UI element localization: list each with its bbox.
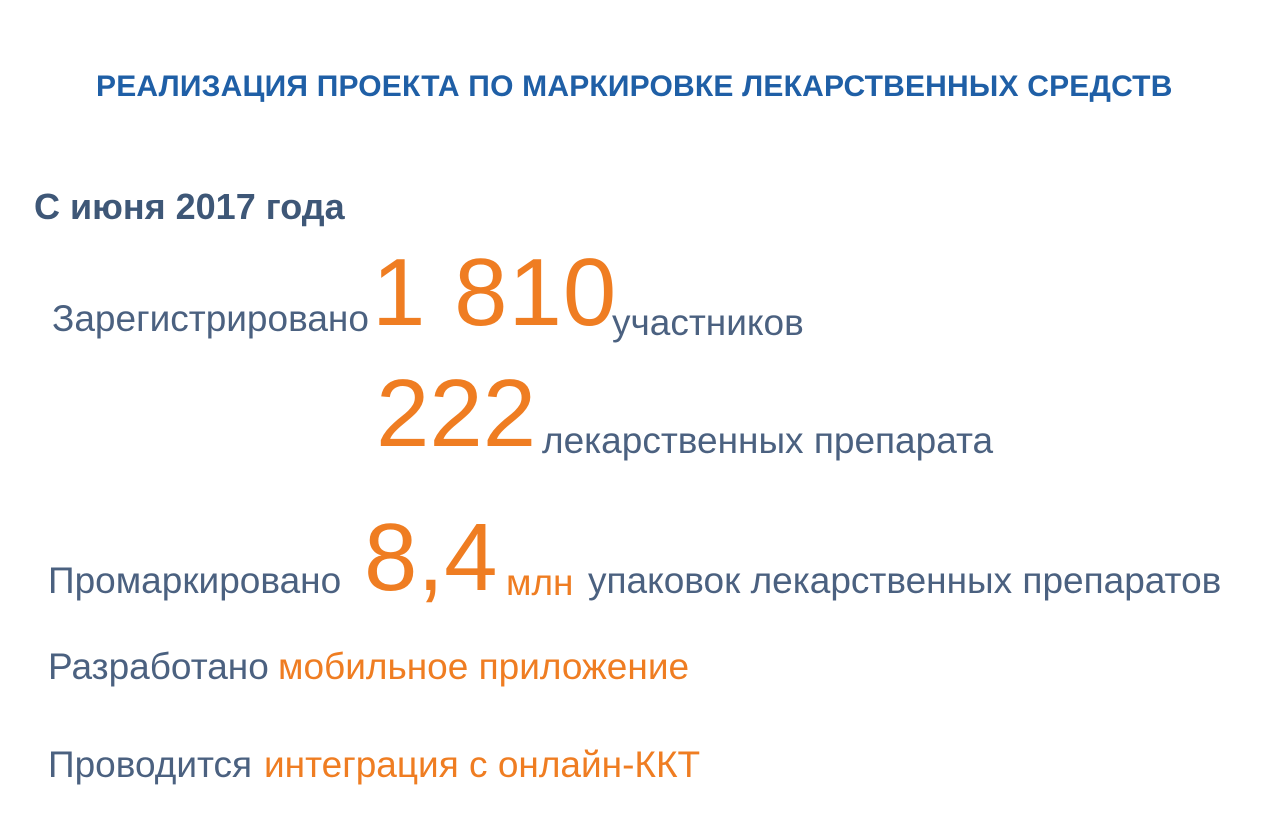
stat-value: 1 810: [372, 239, 618, 346]
stat-value: 8,4: [364, 504, 498, 611]
stat-value: интеграция с онлайн-ККТ: [264, 744, 701, 785]
stat-label: Промаркировано: [48, 560, 342, 601]
stat-unit: упаковок лекарственных препаратов: [588, 560, 1222, 601]
slide-subtitle: С июня 2017 года: [34, 186, 345, 227]
stat-label: Разработано: [48, 646, 269, 687]
stat-value: 222: [376, 360, 537, 467]
stat-unit-accent: млн: [506, 562, 574, 603]
slide-title: РЕАЛИЗАЦИЯ ПРОЕКТА ПО МАРКИРОВКЕ ЛЕКАРСТ…: [96, 70, 1173, 103]
stat-label: Проводится: [48, 744, 253, 785]
stat-label: Зарегистрировано: [52, 298, 369, 339]
stat-unit: участников: [612, 302, 804, 343]
stat-unit: лекарственных препарата: [542, 420, 994, 461]
stat-value: мобильное приложение: [278, 646, 690, 687]
